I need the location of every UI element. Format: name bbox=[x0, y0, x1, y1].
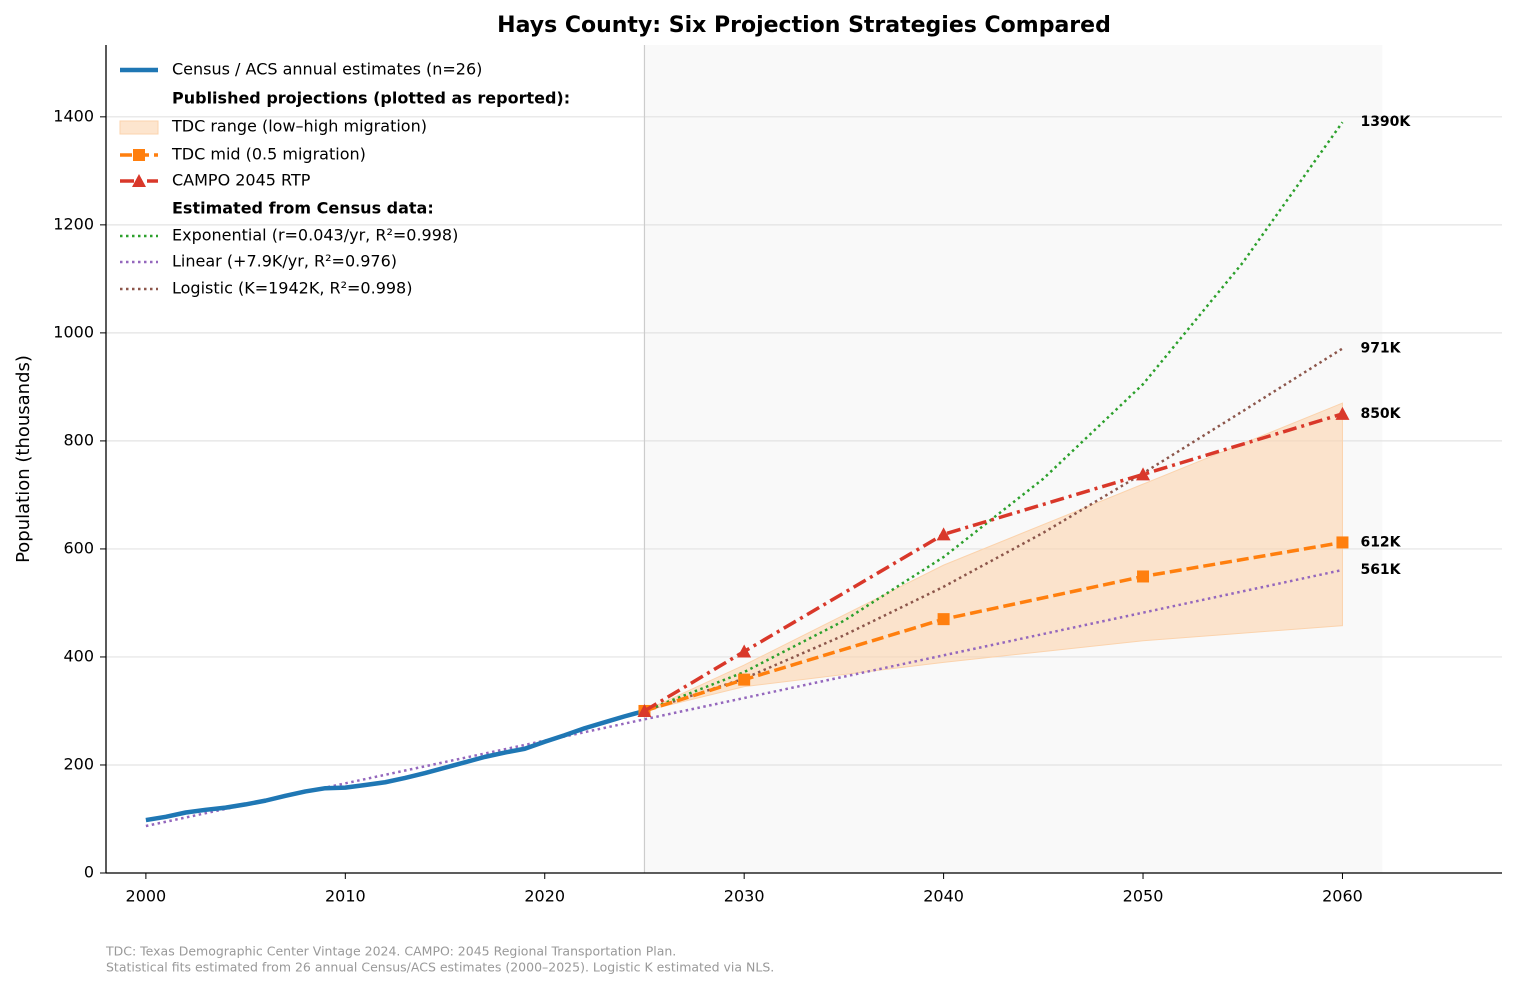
marker bbox=[1336, 536, 1349, 549]
x-tick-label: 2020 bbox=[524, 887, 565, 906]
series-line bbox=[145, 708, 646, 823]
footnote: TDC: Texas Demographic Center Vintage 20… bbox=[105, 944, 676, 959]
legend-header: Estimated from Census data: bbox=[172, 199, 434, 218]
legend-label: CAMPO 2045 RTP bbox=[172, 171, 311, 190]
legend-header: Published projections (plotted as report… bbox=[172, 89, 570, 108]
y-tick-label: 1400 bbox=[53, 106, 94, 125]
y-tick-label: 400 bbox=[63, 646, 94, 665]
marker bbox=[637, 703, 652, 717]
legend-swatch bbox=[119, 120, 159, 135]
end-label: 971K bbox=[1360, 341, 1401, 357]
x-tick-label: 2040 bbox=[923, 887, 964, 906]
marker bbox=[1136, 467, 1151, 481]
end-label: 850K bbox=[1360, 406, 1401, 422]
marker bbox=[133, 149, 145, 161]
y-tick-label: 600 bbox=[63, 538, 94, 557]
legend-label: Logistic (K=1942K, R²=0.998) bbox=[172, 279, 412, 298]
y-tick-label: 0 bbox=[84, 863, 94, 882]
series-line bbox=[643, 412, 1343, 713]
x-tick-label: 2000 bbox=[126, 887, 167, 906]
marker bbox=[737, 644, 752, 658]
end-label: 561K bbox=[1360, 562, 1401, 578]
legend-label: TDC range (low–high migration) bbox=[171, 117, 427, 136]
marker bbox=[1335, 406, 1350, 420]
x-tick-label: 2060 bbox=[1322, 887, 1363, 906]
y-tick-label: 1000 bbox=[53, 322, 94, 341]
series-line bbox=[644, 121, 1344, 713]
legend-label: Exponential (r=0.043/yr, R²=0.998) bbox=[172, 226, 458, 245]
y-axis-label: Population (thousands) bbox=[13, 355, 34, 563]
end-label: 1390K bbox=[1360, 114, 1411, 130]
y-tick-label: 800 bbox=[63, 430, 94, 449]
range-band bbox=[644, 402, 1343, 712]
marker bbox=[132, 174, 146, 187]
y-tick-label: 1200 bbox=[53, 214, 94, 233]
legend: Census / ACS annual estimates (n=26) Publ… bbox=[119, 60, 570, 298]
footnote: Statistical fits estimated from 26 annua… bbox=[106, 960, 774, 975]
chart-title: Hays County: Six Projection Strategies C… bbox=[497, 13, 1111, 38]
x-tick-label: 2030 bbox=[724, 887, 765, 906]
legend-label: Linear (+7.9K/yr, R²=0.976) bbox=[172, 252, 397, 271]
x-tick-label: 2010 bbox=[325, 887, 366, 906]
x-tick-label: 2050 bbox=[1123, 887, 1164, 906]
marker bbox=[738, 673, 751, 686]
end-label: 612K bbox=[1360, 534, 1401, 550]
marker bbox=[936, 527, 951, 541]
marker bbox=[937, 613, 950, 626]
legend-label: Census / ACS annual estimates (n=26) bbox=[172, 60, 482, 79]
legend-label: TDC mid (0.5 migration) bbox=[171, 145, 366, 164]
marker bbox=[1137, 570, 1150, 583]
y-tick-label: 200 bbox=[63, 754, 94, 773]
